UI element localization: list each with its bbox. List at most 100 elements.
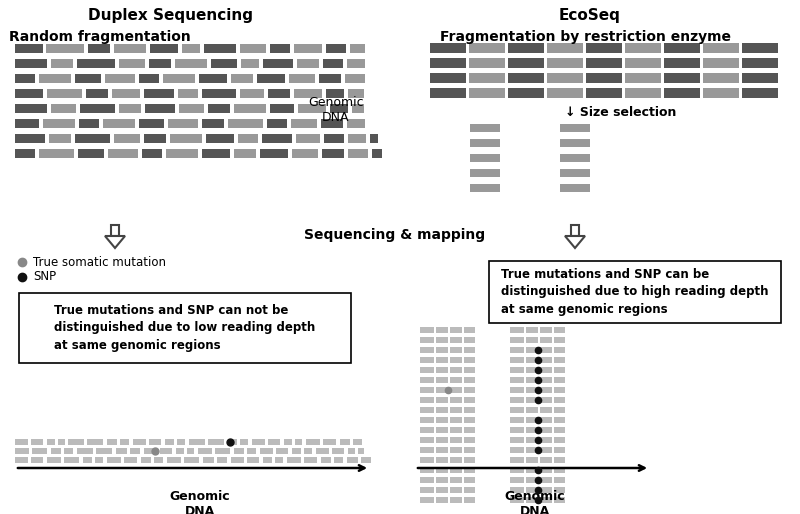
Bar bbox=[448, 357, 450, 363]
Bar bbox=[321, 119, 343, 127]
Bar bbox=[84, 439, 86, 445]
Bar bbox=[47, 457, 79, 463]
Text: Duplex Sequencing: Duplex Sequencing bbox=[87, 8, 253, 23]
Bar bbox=[348, 149, 368, 157]
Bar bbox=[448, 417, 450, 423]
Bar bbox=[15, 448, 47, 454]
Bar bbox=[150, 44, 178, 52]
Bar bbox=[298, 103, 326, 113]
Bar bbox=[144, 134, 166, 142]
Text: Genomic
DNA: Genomic DNA bbox=[308, 96, 364, 124]
Bar bbox=[552, 407, 554, 413]
Bar bbox=[586, 43, 622, 53]
Bar bbox=[434, 487, 436, 493]
Bar bbox=[144, 88, 174, 98]
Bar bbox=[345, 74, 365, 83]
Bar bbox=[524, 347, 526, 353]
Polygon shape bbox=[565, 236, 585, 248]
Bar bbox=[111, 225, 119, 236]
Bar bbox=[462, 497, 464, 503]
Bar bbox=[742, 73, 778, 83]
Text: Sequencing & mapping: Sequencing & mapping bbox=[305, 228, 486, 242]
Bar bbox=[448, 387, 450, 393]
Bar bbox=[552, 427, 554, 433]
Bar bbox=[340, 439, 362, 445]
Bar bbox=[263, 59, 293, 67]
Bar bbox=[260, 448, 288, 454]
Bar bbox=[103, 119, 135, 127]
Bar bbox=[552, 337, 554, 343]
Bar bbox=[538, 377, 540, 383]
Bar bbox=[552, 457, 554, 463]
Bar bbox=[524, 457, 526, 463]
FancyBboxPatch shape bbox=[19, 293, 351, 363]
Bar bbox=[462, 387, 464, 393]
Bar bbox=[510, 467, 565, 473]
Bar bbox=[625, 58, 661, 68]
Bar bbox=[469, 43, 505, 53]
Bar bbox=[165, 439, 185, 445]
Bar bbox=[358, 457, 361, 463]
Bar bbox=[448, 427, 450, 433]
Text: True mutations and SNP can not be
distinguished due to low reading depth
at same: True mutations and SNP can not be distin… bbox=[54, 304, 316, 352]
Bar bbox=[139, 119, 164, 127]
Bar bbox=[287, 457, 317, 463]
Bar bbox=[448, 437, 450, 443]
Bar bbox=[560, 124, 590, 132]
Bar bbox=[510, 377, 565, 383]
Text: Fragmentation by restriction enzyme: Fragmentation by restriction enzyme bbox=[439, 30, 730, 44]
Bar bbox=[270, 103, 294, 113]
Bar bbox=[316, 448, 344, 454]
Bar bbox=[117, 439, 120, 445]
Bar bbox=[462, 377, 464, 383]
Bar bbox=[347, 119, 365, 127]
Bar bbox=[145, 103, 175, 113]
Bar bbox=[420, 397, 475, 403]
Bar bbox=[93, 448, 96, 454]
Bar bbox=[538, 477, 540, 483]
Bar bbox=[552, 327, 554, 333]
Bar bbox=[625, 73, 661, 83]
Bar bbox=[149, 59, 171, 67]
Bar bbox=[284, 439, 302, 445]
Bar bbox=[538, 347, 540, 353]
Bar bbox=[462, 437, 464, 443]
Bar bbox=[434, 447, 436, 453]
Bar bbox=[119, 59, 145, 67]
Bar bbox=[560, 154, 590, 162]
Bar bbox=[510, 497, 565, 503]
Bar bbox=[538, 367, 540, 373]
Bar bbox=[538, 457, 540, 463]
Bar bbox=[175, 59, 207, 67]
Bar bbox=[273, 448, 275, 454]
Bar bbox=[664, 43, 700, 53]
Bar bbox=[434, 397, 436, 403]
Bar bbox=[39, 149, 74, 157]
Bar bbox=[166, 149, 198, 157]
Bar bbox=[348, 448, 364, 454]
Bar bbox=[430, 58, 466, 68]
Bar bbox=[538, 407, 540, 413]
Bar bbox=[470, 124, 500, 132]
Bar bbox=[434, 407, 436, 413]
Bar bbox=[420, 477, 475, 483]
Bar bbox=[510, 327, 565, 333]
Bar bbox=[560, 139, 590, 147]
Bar bbox=[434, 377, 436, 383]
Bar bbox=[538, 487, 540, 493]
Bar bbox=[75, 74, 101, 83]
Bar bbox=[214, 457, 217, 463]
Bar bbox=[272, 457, 275, 463]
Bar bbox=[297, 59, 319, 67]
Bar bbox=[51, 103, 76, 113]
Text: True somatic mutation: True somatic mutation bbox=[33, 255, 166, 268]
Bar bbox=[510, 487, 565, 493]
Bar bbox=[420, 367, 475, 373]
Bar bbox=[355, 448, 358, 454]
Bar bbox=[547, 43, 583, 53]
Bar bbox=[228, 439, 248, 445]
Bar bbox=[55, 439, 58, 445]
Bar bbox=[462, 417, 464, 423]
Bar bbox=[347, 457, 371, 463]
Bar bbox=[510, 367, 565, 373]
